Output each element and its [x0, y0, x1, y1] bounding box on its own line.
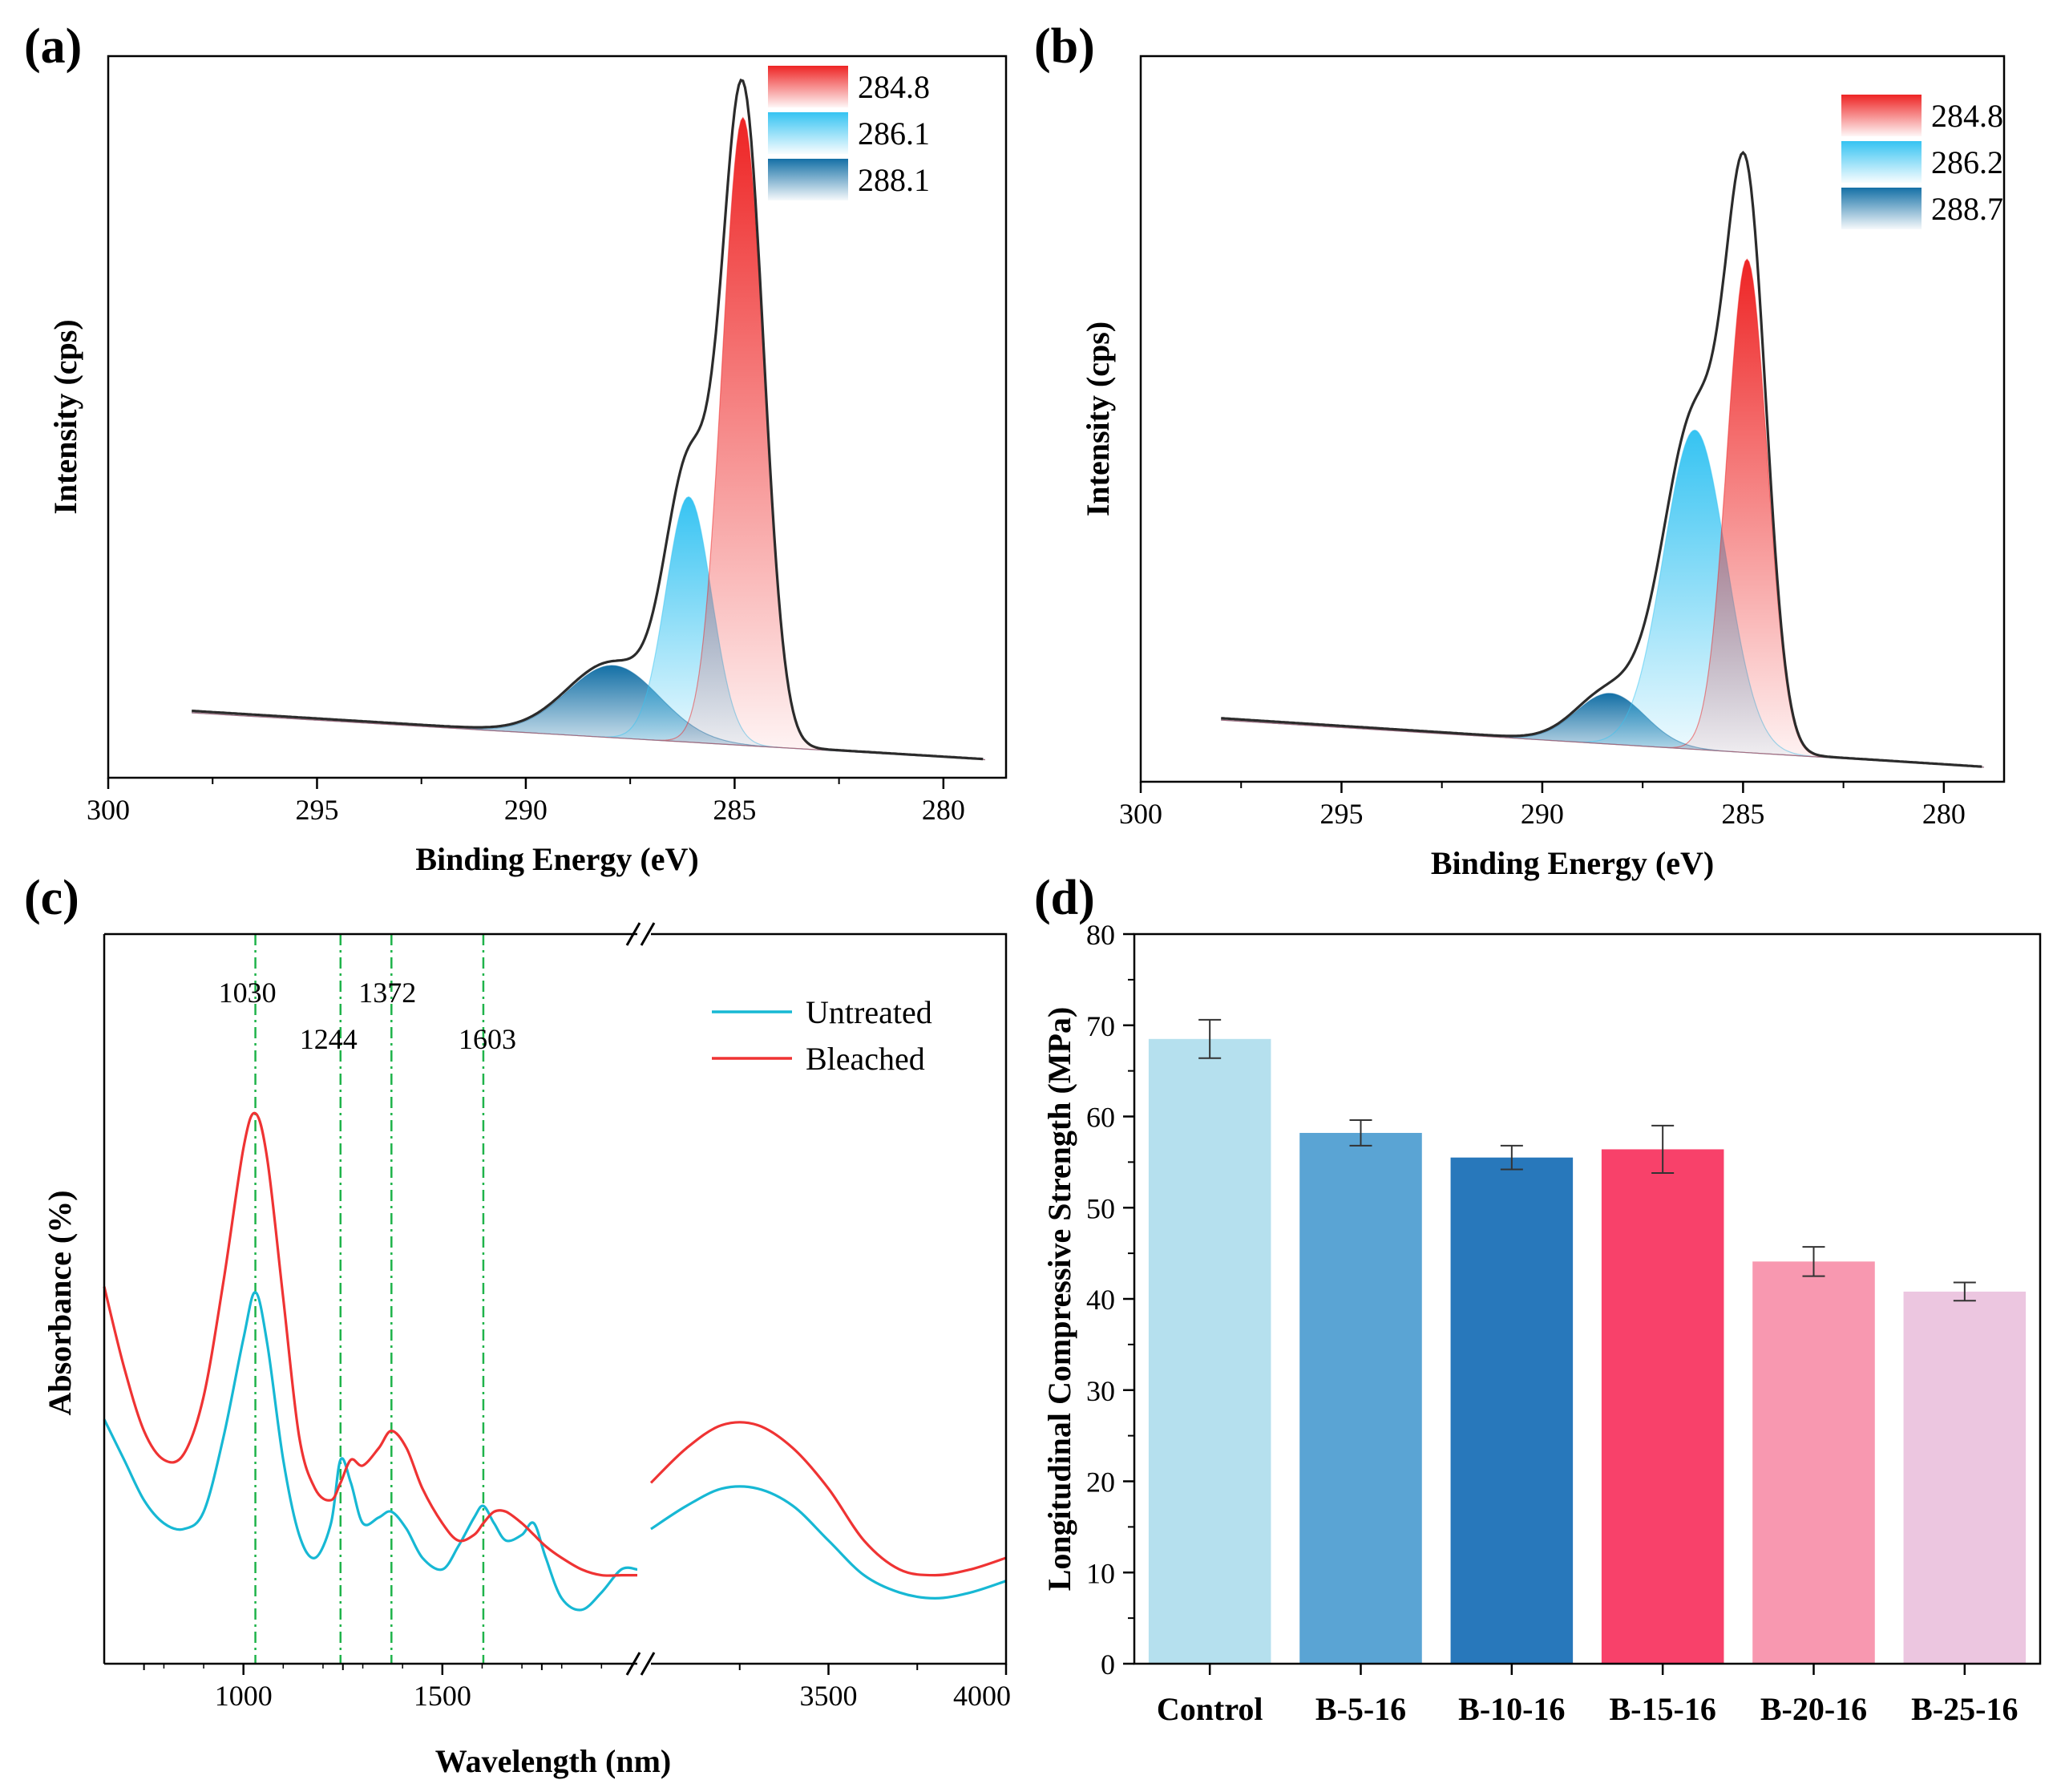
y-axis-title: Longitudinal Compressive Strength (MPa): [1041, 1007, 1077, 1592]
legend-label: 286.2: [1931, 144, 2003, 180]
x-tick-label: 290: [504, 794, 548, 826]
x-tick-label: 300: [87, 794, 130, 826]
category-label: B-15-16: [1610, 1691, 1716, 1727]
series-line-bleached-segment2: [649, 1421, 1007, 1577]
panel-d-bar-chart: (d) Control B-5-16 B-10-16 B-15-16 B-20-16 B-2…: [1034, 871, 2042, 1727]
panel-label: (d): [1034, 871, 1095, 925]
axis-break-mark: [640, 1652, 656, 1676]
fit-component-288-7: [1221, 693, 1985, 768]
panel-b-xps-chart: (b) 300 295 290 285 280 Binding Energy (eV) Int…: [1034, 19, 2006, 881]
y-tick-label: 50: [1086, 1192, 1115, 1224]
x-tick-label: 280: [922, 794, 965, 826]
category-label: B-25-16: [1911, 1691, 2018, 1727]
y-tick-label: 10: [1086, 1557, 1115, 1589]
series-line-bleached: [103, 1111, 637, 1577]
y-tick-label: 60: [1086, 1102, 1115, 1134]
legend-label: Untreated: [806, 994, 932, 1030]
envelope-line: [1221, 150, 1982, 768]
bar-b-5-16: [1299, 1132, 1422, 1664]
x-tick-label: 4000: [953, 1680, 1011, 1712]
error-bar: [1953, 1281, 1976, 1302]
peak-label: 1603: [459, 1023, 516, 1055]
peak-label: 1372: [358, 977, 416, 1009]
x-tick-label: 285: [713, 794, 756, 826]
x-axis-title: Wavelength (nm): [435, 1743, 671, 1779]
x-tick-label: 295: [1319, 798, 1363, 830]
panel-label: (a): [24, 19, 82, 74]
x-axis-title: Binding Energy (eV): [1431, 845, 1714, 881]
legend-label: Bleached: [806, 1041, 925, 1077]
panel-label: (b): [1034, 19, 1095, 74]
series-line-untreated: [103, 1291, 638, 1612]
plot-frame: [1139, 55, 2006, 783]
legend-swatch: [1841, 188, 1922, 229]
legend-swatch: [768, 112, 848, 154]
axis-break-mark: [640, 922, 656, 946]
error-bar: [1802, 1246, 1825, 1277]
series-line-untreated-segment2: [650, 1485, 1007, 1600]
y-axis-title: Absorbance (%): [42, 1190, 78, 1415]
error-bar: [1198, 1018, 1222, 1059]
x-tick-label: 300: [1119, 798, 1162, 830]
legend-label: 284.8: [858, 69, 930, 105]
legend: Untreated Bleached: [712, 994, 932, 1077]
x-tick-label: 280: [1922, 798, 1966, 830]
plot-frame: [107, 55, 1008, 779]
y-tick-label: 20: [1086, 1466, 1115, 1499]
error-bar: [1651, 1124, 1675, 1175]
peak-label: 1030: [219, 977, 277, 1009]
bar-b-15-16: [1601, 1149, 1724, 1664]
fit-component-288-1: [192, 665, 986, 761]
category-label: B-10-16: [1458, 1691, 1565, 1727]
x-tick-label: 1500: [414, 1680, 471, 1712]
legend-swatch: [768, 159, 848, 200]
x-tick-label: 295: [295, 794, 338, 826]
y-tick-label: 40: [1086, 1284, 1115, 1316]
category-label: B-5-16: [1315, 1691, 1406, 1727]
y-tick-label: 80: [1086, 919, 1115, 951]
legend: 284.8 286.1 288.1: [768, 66, 930, 200]
x-tick-label: 3500: [800, 1680, 858, 1712]
bar-b-25-16: [1903, 1291, 2027, 1664]
legend-label: 284.8: [1931, 98, 2003, 134]
axis-break-mark: [625, 1652, 641, 1676]
bar-control: [1148, 1038, 1271, 1664]
peak-label: 1244: [300, 1023, 358, 1055]
error-bar: [1349, 1119, 1372, 1147]
legend: 284.8 286.2 288.7: [1841, 95, 2003, 229]
envelope-line: [192, 78, 984, 761]
legend-swatch: [1841, 95, 1922, 136]
x-tick-label: 285: [1721, 798, 1764, 830]
legend-label: 288.7: [1931, 191, 2003, 227]
panel-label: (c): [24, 871, 79, 925]
panel-a-xps-chart: (a) 300 295 290 285 280 Binding Energy (eV) Int…: [24, 19, 1008, 877]
fit-component-284-8: [1221, 258, 1985, 768]
bar-b-10-16: [1450, 1157, 1574, 1664]
y-tick-label: 70: [1086, 1010, 1115, 1042]
y-tick-label: 30: [1086, 1375, 1115, 1407]
legend-swatch: [1841, 141, 1922, 183]
fit-component-284-8: [192, 116, 986, 761]
legend-label: 288.1: [858, 162, 930, 198]
category-label: B-20-16: [1760, 1691, 1867, 1727]
axis-break-mark: [625, 922, 641, 946]
y-axis-title: Intensity (cps): [47, 319, 83, 514]
bar-b-20-16: [1752, 1261, 1875, 1664]
legend-label: 286.1: [858, 115, 930, 152]
error-bar: [1500, 1144, 1523, 1171]
y-tick-label: 0: [1101, 1648, 1115, 1681]
legend-swatch: [768, 66, 848, 107]
x-tick-label: 1000: [215, 1680, 273, 1712]
x-axis-title: Binding Energy (eV): [415, 841, 698, 877]
category-label: Control: [1157, 1691, 1263, 1727]
y-axis-title: Intensity (cps): [1080, 322, 1116, 516]
x-tick-label: 290: [1521, 798, 1564, 830]
